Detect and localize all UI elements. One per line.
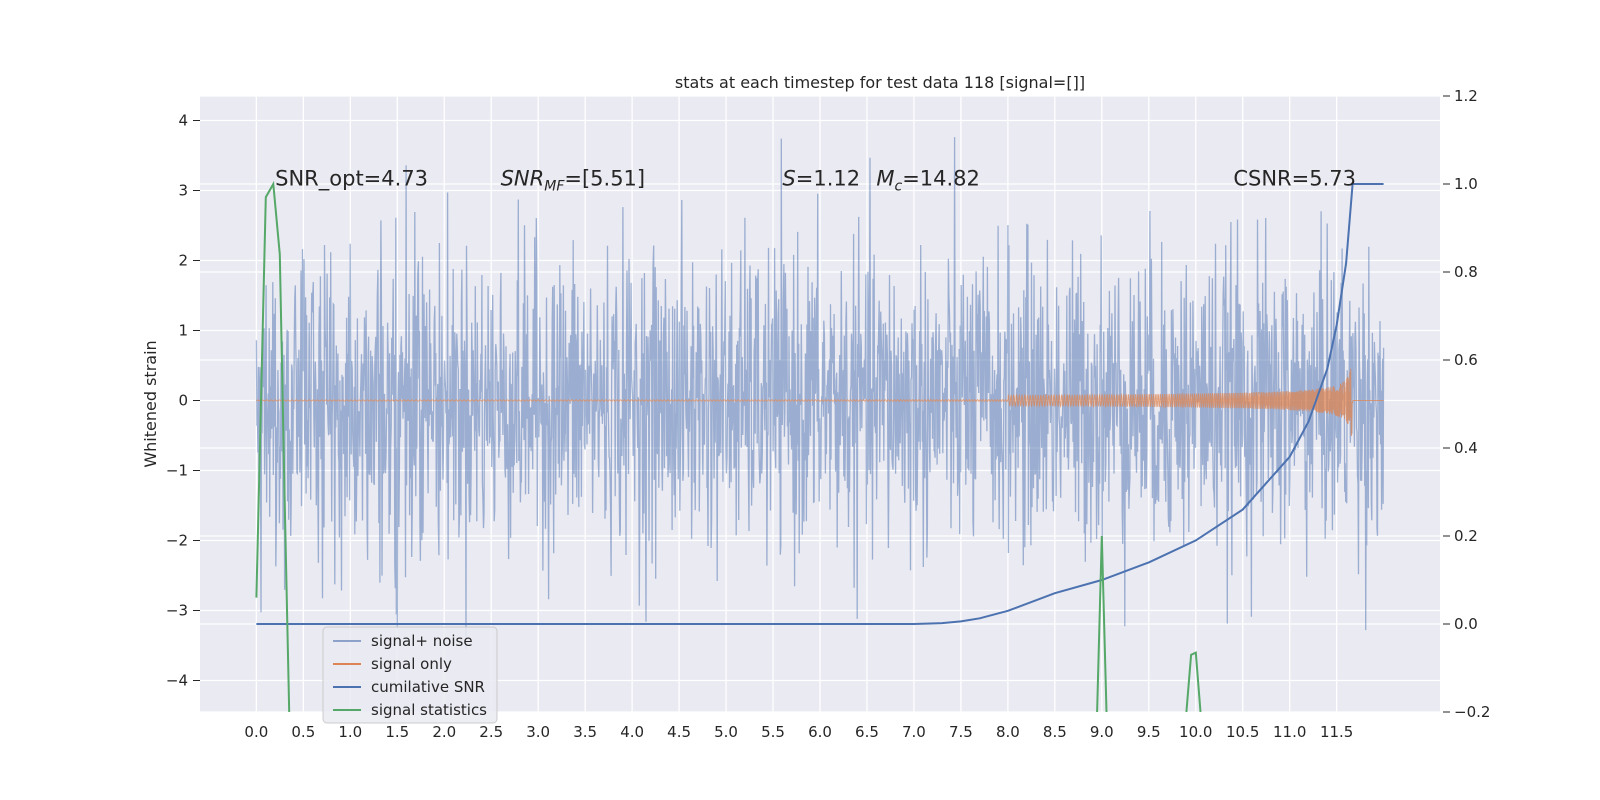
x-tick-label: 10.5: [1226, 723, 1259, 741]
y-tick-label: −3: [166, 602, 188, 620]
annotation-snr-opt: SNR_opt=4.73: [275, 167, 428, 192]
y-tick-label: −1: [166, 462, 188, 480]
x-tick-label: 11.5: [1320, 723, 1353, 741]
data-series: [255, 137, 1385, 712]
y-tick-label: 4: [178, 112, 188, 130]
y-tick-label: 0: [178, 392, 188, 410]
x-tick-label: 2.0: [432, 723, 456, 741]
legend-entry: cumilative SNR: [371, 678, 485, 696]
x-tick-label: 6.0: [808, 723, 832, 741]
legend-entry: signal+ noise: [371, 632, 473, 650]
signal-only-line: [256, 368, 1384, 437]
cumulative-snr-line: [256, 183, 1384, 625]
x-tick-label: 0.5: [291, 723, 315, 741]
y2-tick-label: 0.2: [1454, 527, 1478, 545]
legend-entry: signal only: [371, 655, 452, 673]
signal-noise-line: [255, 137, 1385, 650]
annotation-csnr: CSNR=5.73: [1233, 167, 1356, 191]
annotation-mc-val: Mc=14.82: [876, 167, 980, 195]
x-axis: 0.0 0.5 1.0 1.5 2.0 2.5 3.0 3.5 4.0 4.5 5.0 5.5 6.0 6…: [244, 723, 1353, 741]
x-tick-label: 11.0: [1273, 723, 1306, 741]
signal-statistics-line: [255, 180, 1202, 712]
x-tick-label: 9.0: [1090, 723, 1114, 741]
x-tick-label: 6.5: [855, 723, 879, 741]
y2-tick-label: 0.8: [1454, 263, 1478, 281]
chart-title: stats at each timestep for test data 118…: [675, 73, 1085, 92]
y-axis: 4 3 2 1 0 −1 −2 −3 −4: [166, 112, 200, 690]
y2-tick-label: 1.0: [1454, 175, 1478, 193]
annotation-s-val: S=1.12: [782, 167, 860, 191]
x-tick-label: 4.0: [620, 723, 644, 741]
x-tick-label: 8.0: [996, 723, 1020, 741]
x-tick-label: 2.5: [479, 723, 503, 741]
y-axis-label: Whitened strain: [141, 340, 160, 467]
x-tick-label: 5.5: [761, 723, 785, 741]
x-tick-label: 7.5: [949, 723, 973, 741]
y-tick-label: −4: [166, 672, 188, 690]
x-tick-label: 8.5: [1043, 723, 1067, 741]
y2-tick-label: 0.0: [1454, 615, 1478, 633]
annotations: SNR_opt=4.73 SNRMF=[5.51] S=1.12 Mc=14.82 CS…: [275, 167, 1356, 195]
y-tick-label: 1: [178, 322, 188, 340]
y2-axis: 1.2 1.0 0.8 0.6 0.4 0.2 0.0 −0.2: [1443, 87, 1490, 721]
x-tick-label: 7.0: [902, 723, 926, 741]
x-tick-label: 1.0: [338, 723, 362, 741]
x-tick-label: 3.5: [573, 723, 597, 741]
legend-entry: signal statistics: [371, 701, 487, 719]
legend: signal+ noise signal only cumilative SNR si…: [322, 626, 498, 724]
y-tick-label: −2: [166, 532, 188, 550]
x-tick-label: 0.0: [244, 723, 268, 741]
y2-tick-label: 0.4: [1454, 439, 1478, 457]
y2-tick-label: 1.2: [1454, 87, 1478, 105]
x-tick-label: 9.5: [1137, 723, 1161, 741]
x-tick-label: 5.0: [714, 723, 738, 741]
x-tick-label: 4.5: [667, 723, 691, 741]
legend-box: [322, 626, 498, 724]
y2-tick-label: −0.2: [1454, 703, 1490, 721]
x-tick-label: 10.0: [1179, 723, 1212, 741]
x-tick-label: 1.5: [385, 723, 409, 741]
x-tick-label: 3.0: [526, 723, 550, 741]
annotation-snr-mf: SNRMF=[5.51]: [501, 167, 646, 195]
y2-tick-label: 0.6: [1454, 351, 1478, 369]
y-tick-label: 2: [178, 252, 188, 270]
y-tick-label: 3: [178, 182, 188, 200]
